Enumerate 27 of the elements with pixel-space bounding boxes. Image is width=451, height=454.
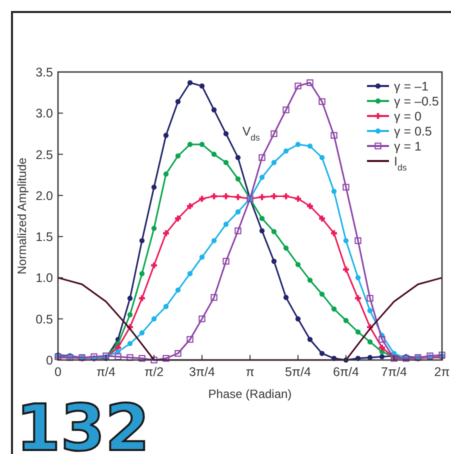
annotation: V$_{ds}$ — [242, 124, 261, 142]
y-tick-label: 2.0 — [36, 188, 54, 203]
y-axis-title: Normalized Amplitude — [15, 157, 29, 274]
legend-label: γ = –0.5 — [394, 94, 439, 108]
y-tick-label: 3.0 — [36, 106, 54, 121]
legend-label: γ = 0 — [394, 110, 422, 124]
x-tick-label: 2π — [434, 365, 450, 379]
x-tick-label: 3π/4 — [188, 365, 216, 379]
x-tick-label: 6π/4 — [332, 365, 360, 379]
x-axis-title: Phase (Radian) — [208, 387, 292, 401]
y-tick-label: 0.5 — [36, 312, 54, 326]
legend-label: I$_{ds}$ — [394, 154, 408, 172]
legend-label: γ = –1 — [394, 80, 428, 94]
x-tick-label: π — [246, 365, 255, 379]
legend-label: γ = 0.5 — [394, 124, 432, 138]
y-tick-label: 3.5 — [36, 66, 54, 80]
legend-label: γ = 1 — [394, 140, 422, 154]
x-tick-label: 0 — [54, 365, 62, 379]
y-tick-label: 0 — [46, 354, 54, 368]
y-tick-label: 1.0 — [36, 271, 54, 286]
x-tick-label: 7π/4 — [381, 365, 408, 379]
x-tick-label: 5π/4 — [285, 365, 312, 379]
x-tick-label: π/2 — [144, 365, 164, 379]
y-tick-label: 1.5 — [36, 230, 54, 244]
x-tick-label: π/4 — [96, 365, 116, 379]
y-tick-label: 2.5 — [36, 148, 54, 162]
text: 132 — [16, 392, 150, 454]
